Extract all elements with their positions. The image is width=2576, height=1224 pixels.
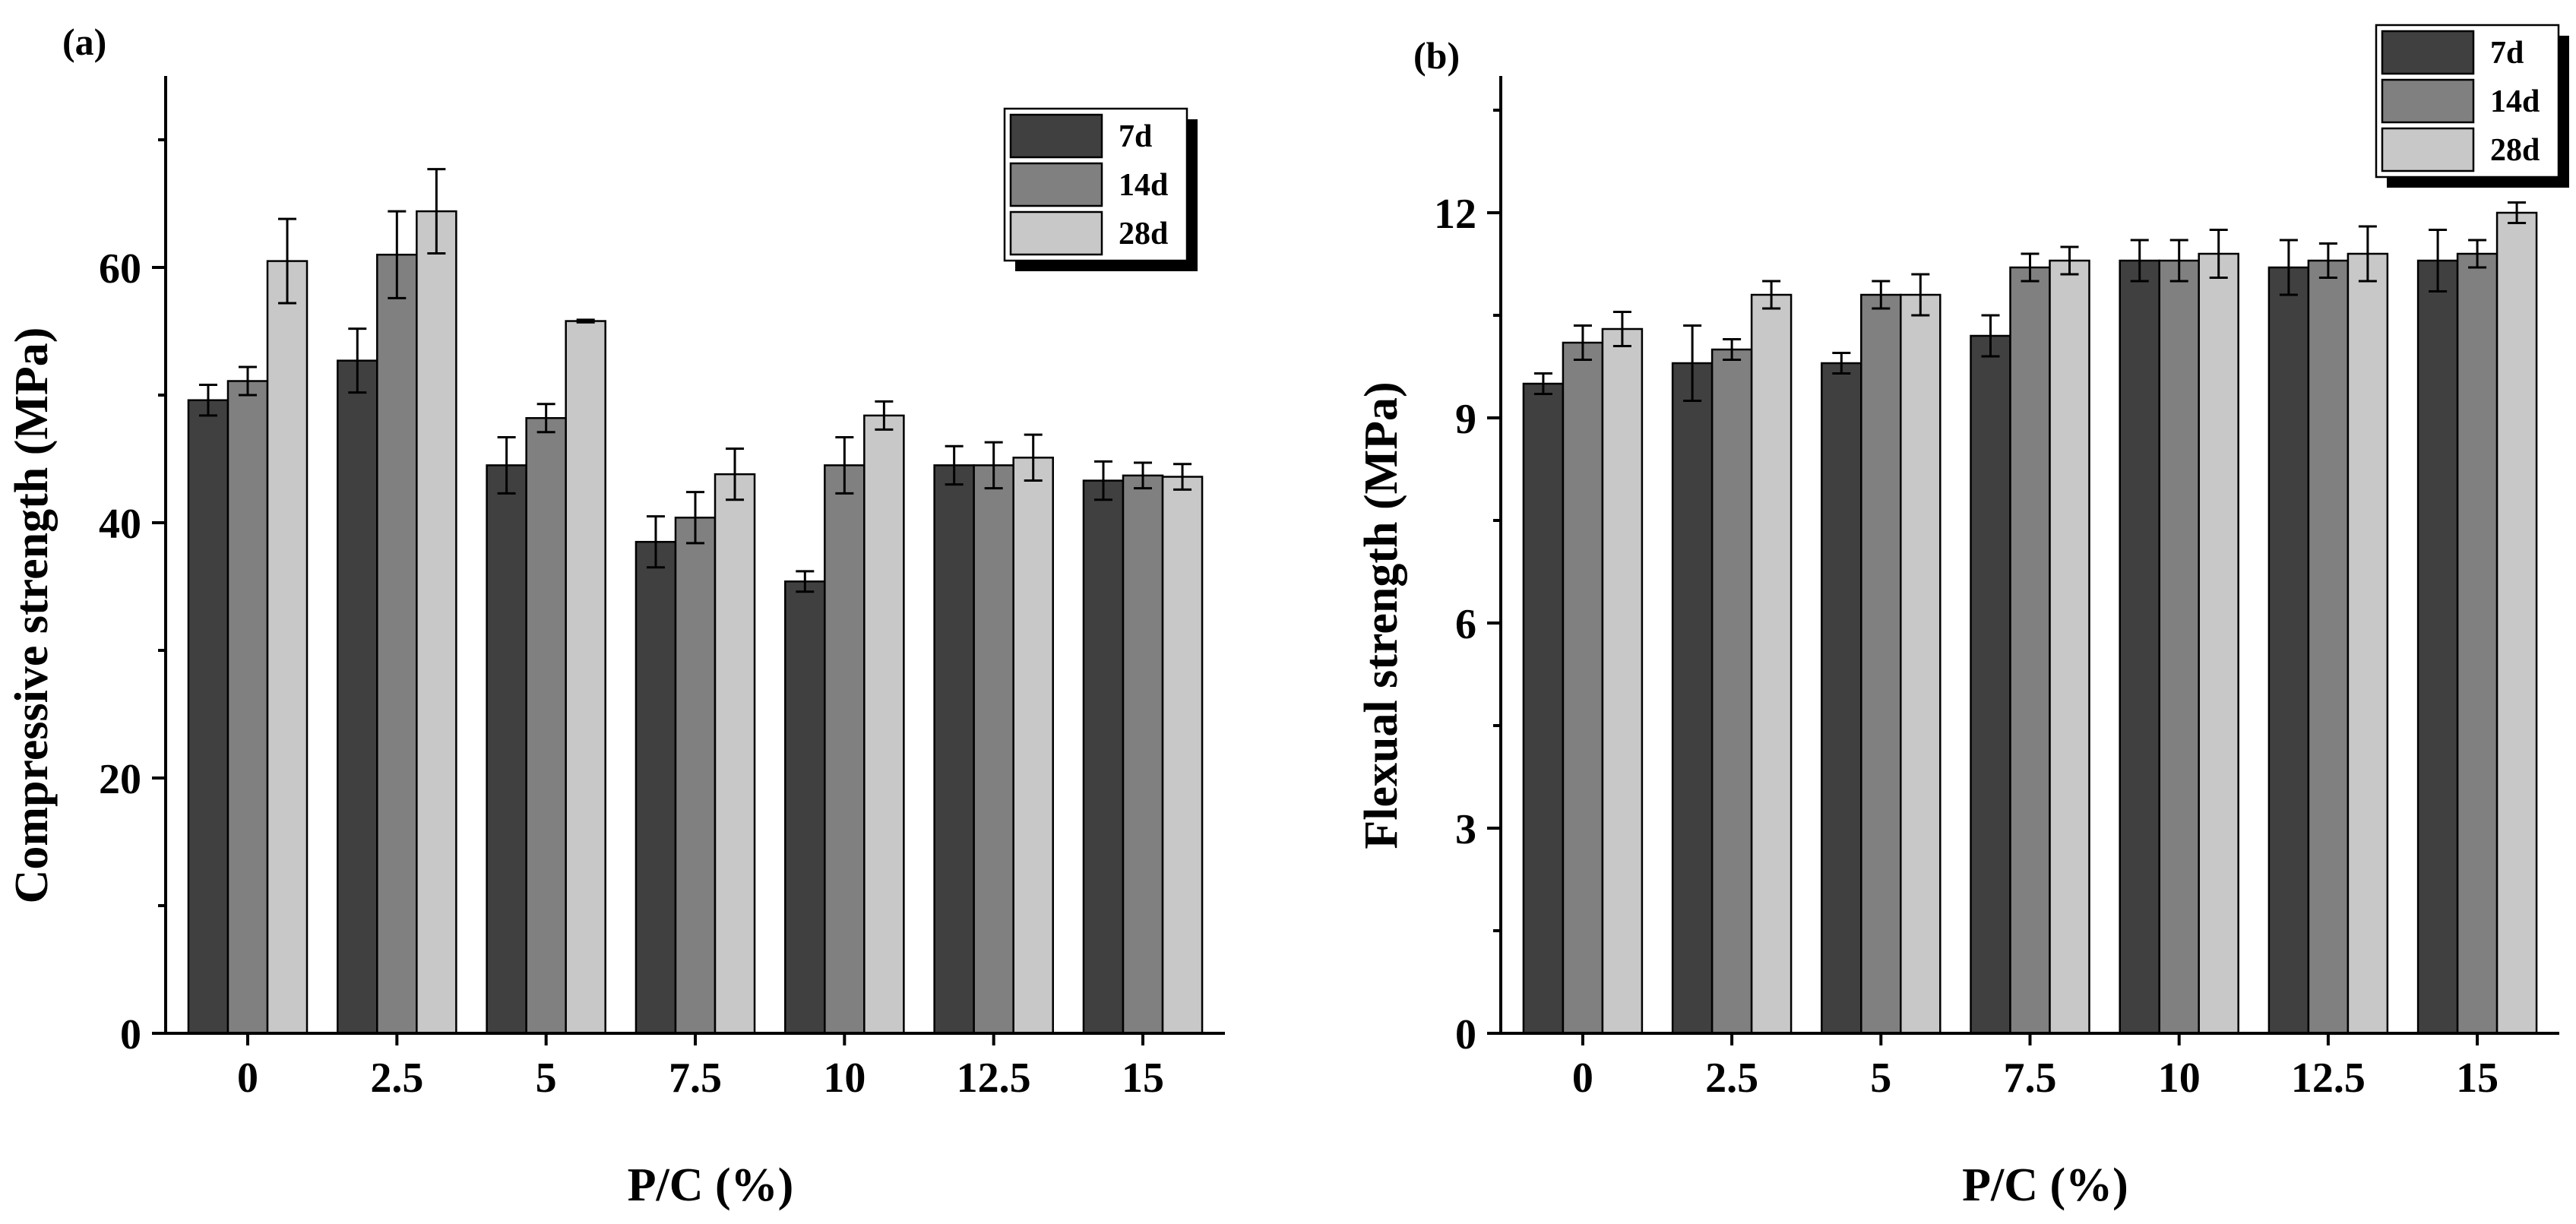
panel-label: (a) (62, 21, 106, 63)
bar-28d-15 (2495, 211, 2538, 1035)
legend-label-7d: 7d (2490, 36, 2524, 71)
bar-7d-2.5 (337, 359, 378, 1035)
bar-7d-0 (1522, 382, 1565, 1035)
x-tick-label: 2.5 (370, 1055, 423, 1102)
bar-14d-0 (226, 380, 269, 1035)
x-tick-label: 12.5 (2291, 1055, 2366, 1102)
flexural-strength-chart: (b) 0 2.5 5 7.5 10 12.5 15 0 3 6 9 12 P/C (%) Flexual … (1356, 24, 2569, 1211)
legend: 7d 14d 28d (2375, 24, 2569, 188)
bar-28d-7.5 (714, 473, 756, 1035)
y-tick-label: 0 (120, 1011, 141, 1058)
bar-14d-5 (1860, 293, 1902, 1035)
bar-14d-10 (824, 464, 866, 1035)
bar-7d-15 (2416, 259, 2459, 1035)
legend-label-7d: 7d (1119, 119, 1152, 154)
bar-14d-7.5 (2009, 266, 2051, 1035)
bar-28d-2.5 (1750, 293, 1793, 1035)
legend-label-28d: 28d (1119, 217, 1168, 251)
bar-28d-12.5 (1012, 457, 1054, 1035)
bar-28d-0 (1601, 327, 1644, 1035)
bar-14d-12.5 (2307, 259, 2350, 1035)
bar-7d-5 (486, 464, 527, 1035)
bar-28d-5 (1900, 293, 1941, 1035)
y-tick-label: 40 (99, 501, 141, 548)
x-tick-label: 7.5 (2004, 1055, 2057, 1102)
x-tick-label: 15 (2456, 1055, 2498, 1102)
bar-7d-5 (1821, 362, 1862, 1035)
bar-7d-12.5 (933, 464, 975, 1035)
bar-7d-10 (2119, 259, 2160, 1035)
bar-7d-10 (784, 580, 826, 1035)
legend-swatch-7d (1009, 113, 1103, 159)
legend-swatch-7d (2381, 30, 2475, 75)
x-tick-label: 2.5 (1705, 1055, 1758, 1102)
bar-14d-2.5 (376, 253, 418, 1035)
legend-label-14d: 14d (2490, 84, 2540, 119)
bar-14d-0 (1562, 341, 1604, 1035)
legend-swatch-28d (2381, 127, 2475, 172)
bar-28d-2.5 (416, 210, 457, 1035)
x-tick-label: 0 (1572, 1055, 1593, 1102)
bar-7d-2.5 (1671, 362, 1714, 1035)
x-tick-label: 7.5 (669, 1055, 722, 1102)
bar-28d-0 (266, 260, 309, 1035)
y-tick-label: 0 (1455, 1011, 1476, 1058)
bar-14d-5 (525, 416, 567, 1035)
x-tick-label: 5 (536, 1055, 557, 1102)
legend-label-28d: 28d (2490, 133, 2540, 168)
y-axis-title: Compressive strength (MPa) (6, 327, 58, 904)
x-tick-label: 15 (1122, 1055, 1164, 1102)
panel-label: (b) (1413, 34, 1460, 77)
bar-7d-15 (1082, 479, 1125, 1035)
bar-14d-12.5 (973, 464, 1014, 1035)
y-axis-title: Flexual strength (MPa) (1356, 381, 1407, 849)
bar-28d-10 (2198, 252, 2239, 1035)
x-tick-label: 10 (823, 1055, 866, 1102)
bar-14d-10 (2158, 259, 2200, 1035)
bar-28d-12.5 (2347, 252, 2389, 1035)
legend: 7d 14d 28d (1003, 107, 1198, 271)
y-tick-label: 20 (99, 756, 141, 803)
x-tick-label: 5 (1870, 1055, 1891, 1102)
bar-14d-15 (1122, 474, 1164, 1035)
bar-28d-7.5 (2049, 259, 2090, 1035)
legend-swatch-28d (1009, 210, 1103, 256)
y-tick-label: 60 (99, 245, 141, 293)
legend-label-14d: 14d (1119, 168, 1168, 203)
x-tick-label: 10 (2158, 1055, 2201, 1102)
bar-7d-0 (187, 399, 229, 1035)
y-tick-label: 3 (1455, 806, 1476, 853)
bar-14d-2.5 (1710, 348, 1753, 1035)
x-axis-title: P/C (%) (1962, 1159, 2128, 1211)
x-tick-label: 12.5 (957, 1055, 1031, 1102)
bar-14d-7.5 (674, 517, 717, 1035)
bar-7d-7.5 (635, 540, 677, 1035)
y-tick-label: 6 (1455, 601, 1476, 648)
legend-swatch-14d (2381, 78, 2475, 124)
bar-7d-7.5 (1970, 334, 2011, 1035)
bar-7d-12.5 (2267, 266, 2310, 1035)
y-tick-label: 9 (1455, 396, 1476, 443)
bar-14d-15 (2456, 252, 2498, 1035)
bar-28d-10 (863, 414, 905, 1035)
bar-28d-15 (1161, 476, 1204, 1035)
bar-28d-5 (565, 320, 606, 1035)
legend-swatch-14d (1009, 162, 1103, 207)
x-tick-label: 0 (237, 1055, 258, 1102)
compressive-strength-chart: (a) 0 2.5 5 7.5 10 12.5 15 0 20 40 60 P/C (%) Compres… (6, 21, 1225, 1211)
x-axis-title: P/C (%) (628, 1159, 794, 1211)
y-tick-label: 12 (1434, 191, 1476, 238)
